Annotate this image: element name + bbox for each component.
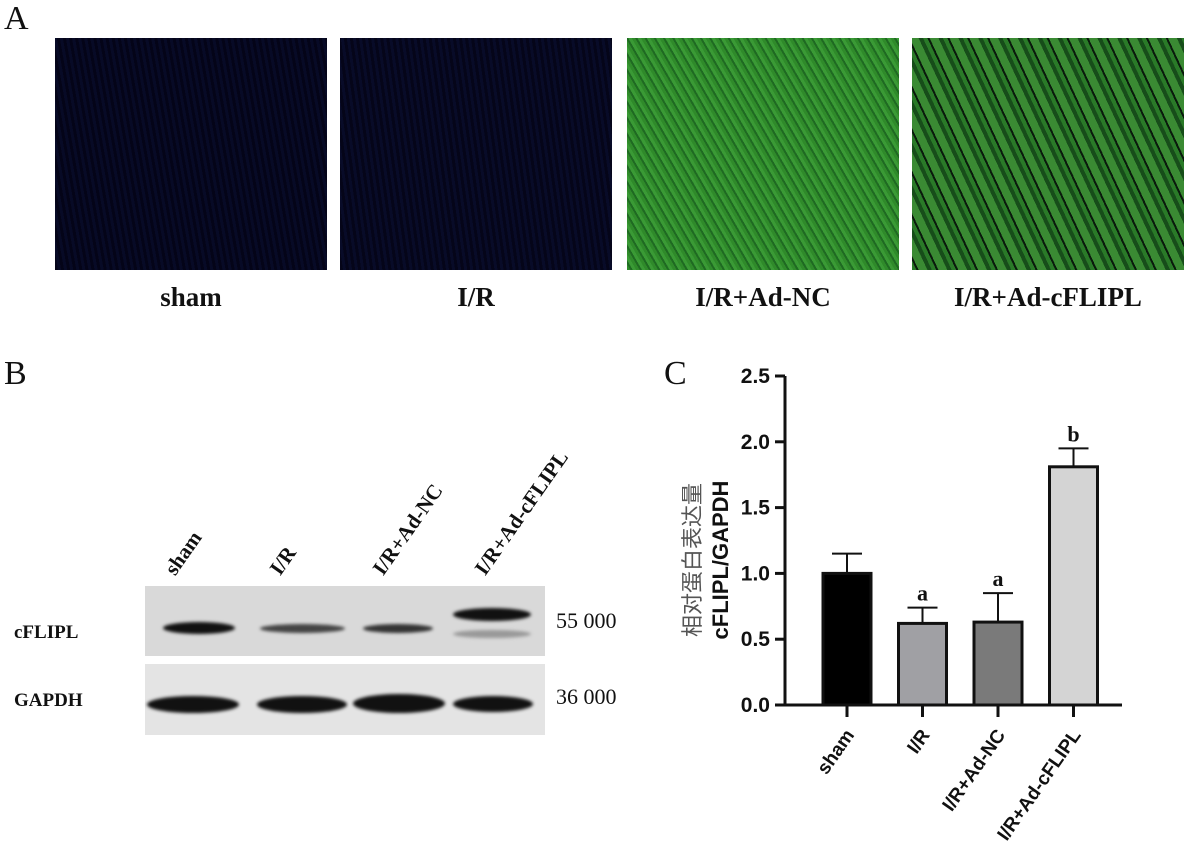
x-tick-label: I/R+Ad-cFLIPL [994,726,1086,845]
micrograph-caption: I/R+Ad-NC [695,282,831,312]
x-tick-label: I/R [903,726,934,758]
bar [972,620,1024,707]
panel-label-a: A [4,0,29,37]
micrograph-ir [340,38,612,270]
bar [897,621,948,707]
blot-gapdh [145,664,545,735]
micrograph-ir-ad-cflipl [912,38,1184,270]
significance-label: a [993,566,1004,591]
panel-label-b: B [4,355,27,392]
significance-label: a [917,581,928,606]
significance-label: b [1067,421,1079,446]
panel-label-c: C [664,355,687,392]
x-tick-label: sham [813,726,859,779]
micrograph-caption: I/R [457,282,495,312]
y-axis-label: cFLIPL/GAPDH [708,481,733,640]
y-tick-label: 1.0 [741,562,770,585]
y-tick-label: 0.5 [741,628,771,651]
y-tick-label: 0.0 [741,694,770,717]
bar [821,571,873,707]
molecular-weight: 55 000 [556,608,617,633]
blot-cflipl [145,586,545,656]
y-tick-label: 2.5 [741,365,771,388]
micrograph-sham [55,38,327,270]
y-tick-label: 1.5 [741,497,771,520]
micrograph-ir-ad-nc [627,38,899,270]
micrograph-caption: sham [160,282,222,312]
molecular-weight: 36 000 [556,684,617,709]
y-tick-label: 2.0 [741,431,770,454]
bar [1048,465,1099,707]
row-label-cflipl: cFLIPL [14,622,79,643]
micrograph-caption: I/R+Ad-cFLIPL [954,282,1142,312]
y-axis-label-cn: 相对蛋白表达量 [681,483,706,637]
row-label-gapdh: GAPDH [14,690,83,711]
x-tick-label: I/R+Ad-NC [939,726,1011,816]
